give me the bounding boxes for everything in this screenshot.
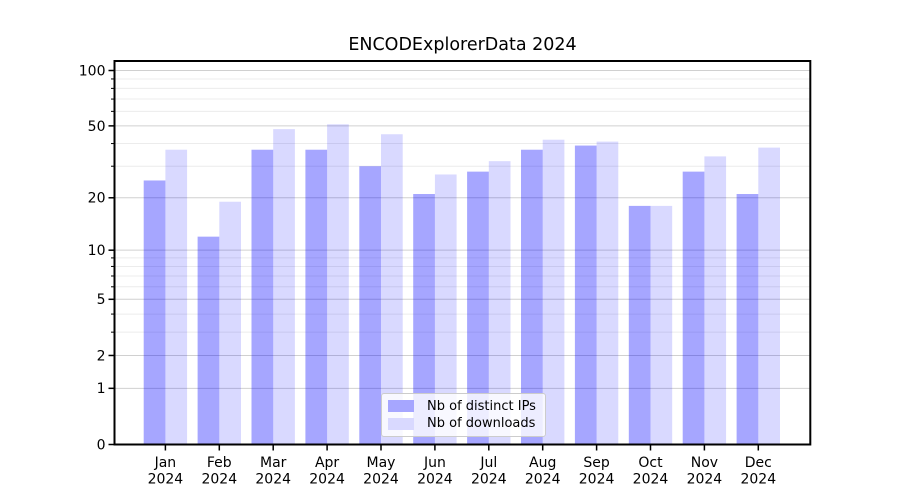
bar-downloads-jul xyxy=(488,161,511,445)
x-tick-label-month: Nov xyxy=(691,455,718,471)
bar-distinct-ips-jul xyxy=(467,171,489,445)
bar-distinct-ips-may xyxy=(359,166,381,445)
x-tick-label-month: Jul xyxy=(479,455,497,471)
bar-downloads-sep xyxy=(596,141,619,445)
plot-frame xyxy=(113,60,812,446)
x-tick-label-year: 2024 xyxy=(471,472,507,488)
bar-distinct-ips-nov xyxy=(682,171,705,445)
x-tick-label-month: Aug xyxy=(529,455,556,471)
y-tick-label: 0 xyxy=(97,437,106,453)
x-tick-label-month: Oct xyxy=(638,455,663,471)
legend: Nb of distinct IPs Nb of downloads xyxy=(381,393,546,437)
bar-distinct-ips-feb xyxy=(197,236,220,445)
bar-distinct-ips-jun xyxy=(413,194,435,445)
y-tick-label: 20 xyxy=(88,191,106,207)
bar-downloads-dec xyxy=(758,147,780,445)
x-tick-label-month: May xyxy=(367,455,396,471)
x-tick-label-year: 2024 xyxy=(148,472,184,488)
x-tick-label-year: 2024 xyxy=(740,472,776,488)
bar-downloads-apr xyxy=(327,124,349,445)
bar-downloads-may xyxy=(381,134,403,445)
x-tick-label-year: 2024 xyxy=(633,472,669,488)
x-tick-label-year: 2024 xyxy=(363,472,399,488)
bar-distinct-ips-apr xyxy=(305,149,328,445)
bar-downloads-aug xyxy=(542,139,565,445)
y-tick-label: 100 xyxy=(79,63,106,79)
x-tick-label-year: 2024 xyxy=(525,472,561,488)
bar-distinct-ips-dec xyxy=(736,194,759,445)
x-tick-label-month: Feb xyxy=(207,455,232,471)
legend-item-distinct-ips: Nb of distinct IPs xyxy=(388,399,539,414)
x-tick-label-year: 2024 xyxy=(255,472,291,488)
legend-label-distinct-ips: Nb of distinct IPs xyxy=(427,398,536,414)
x-tick-label-year: 2024 xyxy=(201,472,237,488)
x-tick-label-year: 2024 xyxy=(309,472,345,488)
bar-downloads-feb xyxy=(219,201,241,445)
x-tick-label-year: 2024 xyxy=(417,472,453,488)
x-tick-label-month: Mar xyxy=(260,455,287,471)
y-tick-label: 2 xyxy=(97,348,106,364)
bar-distinct-ips-mar xyxy=(251,149,274,445)
y-tick-label: 10 xyxy=(88,243,106,259)
x-tick-label-month: Jan xyxy=(154,455,177,471)
legend-label-downloads: Nb of downloads xyxy=(427,416,536,432)
bar-downloads-oct xyxy=(650,205,673,445)
bar-distinct-ips-aug xyxy=(521,149,543,445)
bar-distinct-ips-jan xyxy=(143,180,166,445)
bar-downloads-nov xyxy=(704,156,727,445)
bar-downloads-jan xyxy=(165,149,188,445)
bar-downloads-jun xyxy=(434,174,457,445)
x-tick-label-month: Apr xyxy=(315,455,339,471)
y-tick-label: 50 xyxy=(88,119,106,135)
chart-title: ENCODExplorerData 2024 xyxy=(348,35,577,55)
x-tick-label-month: Sep xyxy=(583,455,610,471)
legend-item-downloads: Nb of downloads xyxy=(388,416,539,431)
legend-swatch-distinct-ips xyxy=(388,400,414,413)
x-tick-label-year: 2024 xyxy=(687,472,723,488)
x-tick-label-year: 2024 xyxy=(579,472,615,488)
legend-swatch-downloads xyxy=(388,417,414,430)
x-tick-label-month: Dec xyxy=(745,455,772,471)
y-tick-label: 1 xyxy=(97,381,106,397)
y-tick-label: 5 xyxy=(97,292,106,308)
bar-distinct-ips-oct xyxy=(628,205,651,445)
bar-downloads-mar xyxy=(273,129,295,445)
bar-distinct-ips-sep xyxy=(574,145,597,445)
x-tick-label-month: Jun xyxy=(423,455,446,471)
